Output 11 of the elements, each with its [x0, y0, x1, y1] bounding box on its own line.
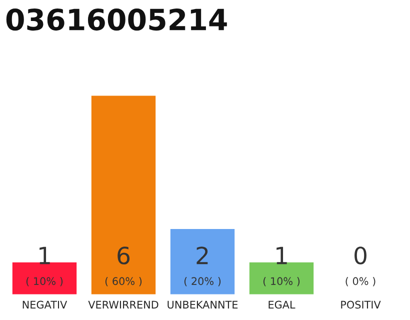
data-label: 1 ( 10% )	[26, 246, 63, 286]
data-label: 1 ( 10% )	[263, 246, 300, 286]
x-tick-label: NEGATIV	[22, 300, 68, 309]
chart-title: 03616005214	[6, 8, 227, 31]
x-tick-label: UNBEKANNTE	[168, 300, 238, 309]
data-label: 6 ( 60% )	[105, 246, 142, 286]
data-label: 2 ( 20% )	[184, 246, 221, 286]
x-tick-label: EGAL	[268, 300, 296, 309]
x-tick-label: VERWIRREND	[88, 300, 158, 308]
x-tick-label: POSITIV	[341, 300, 381, 309]
data-label: 0 ( 0% )	[346, 246, 376, 286]
